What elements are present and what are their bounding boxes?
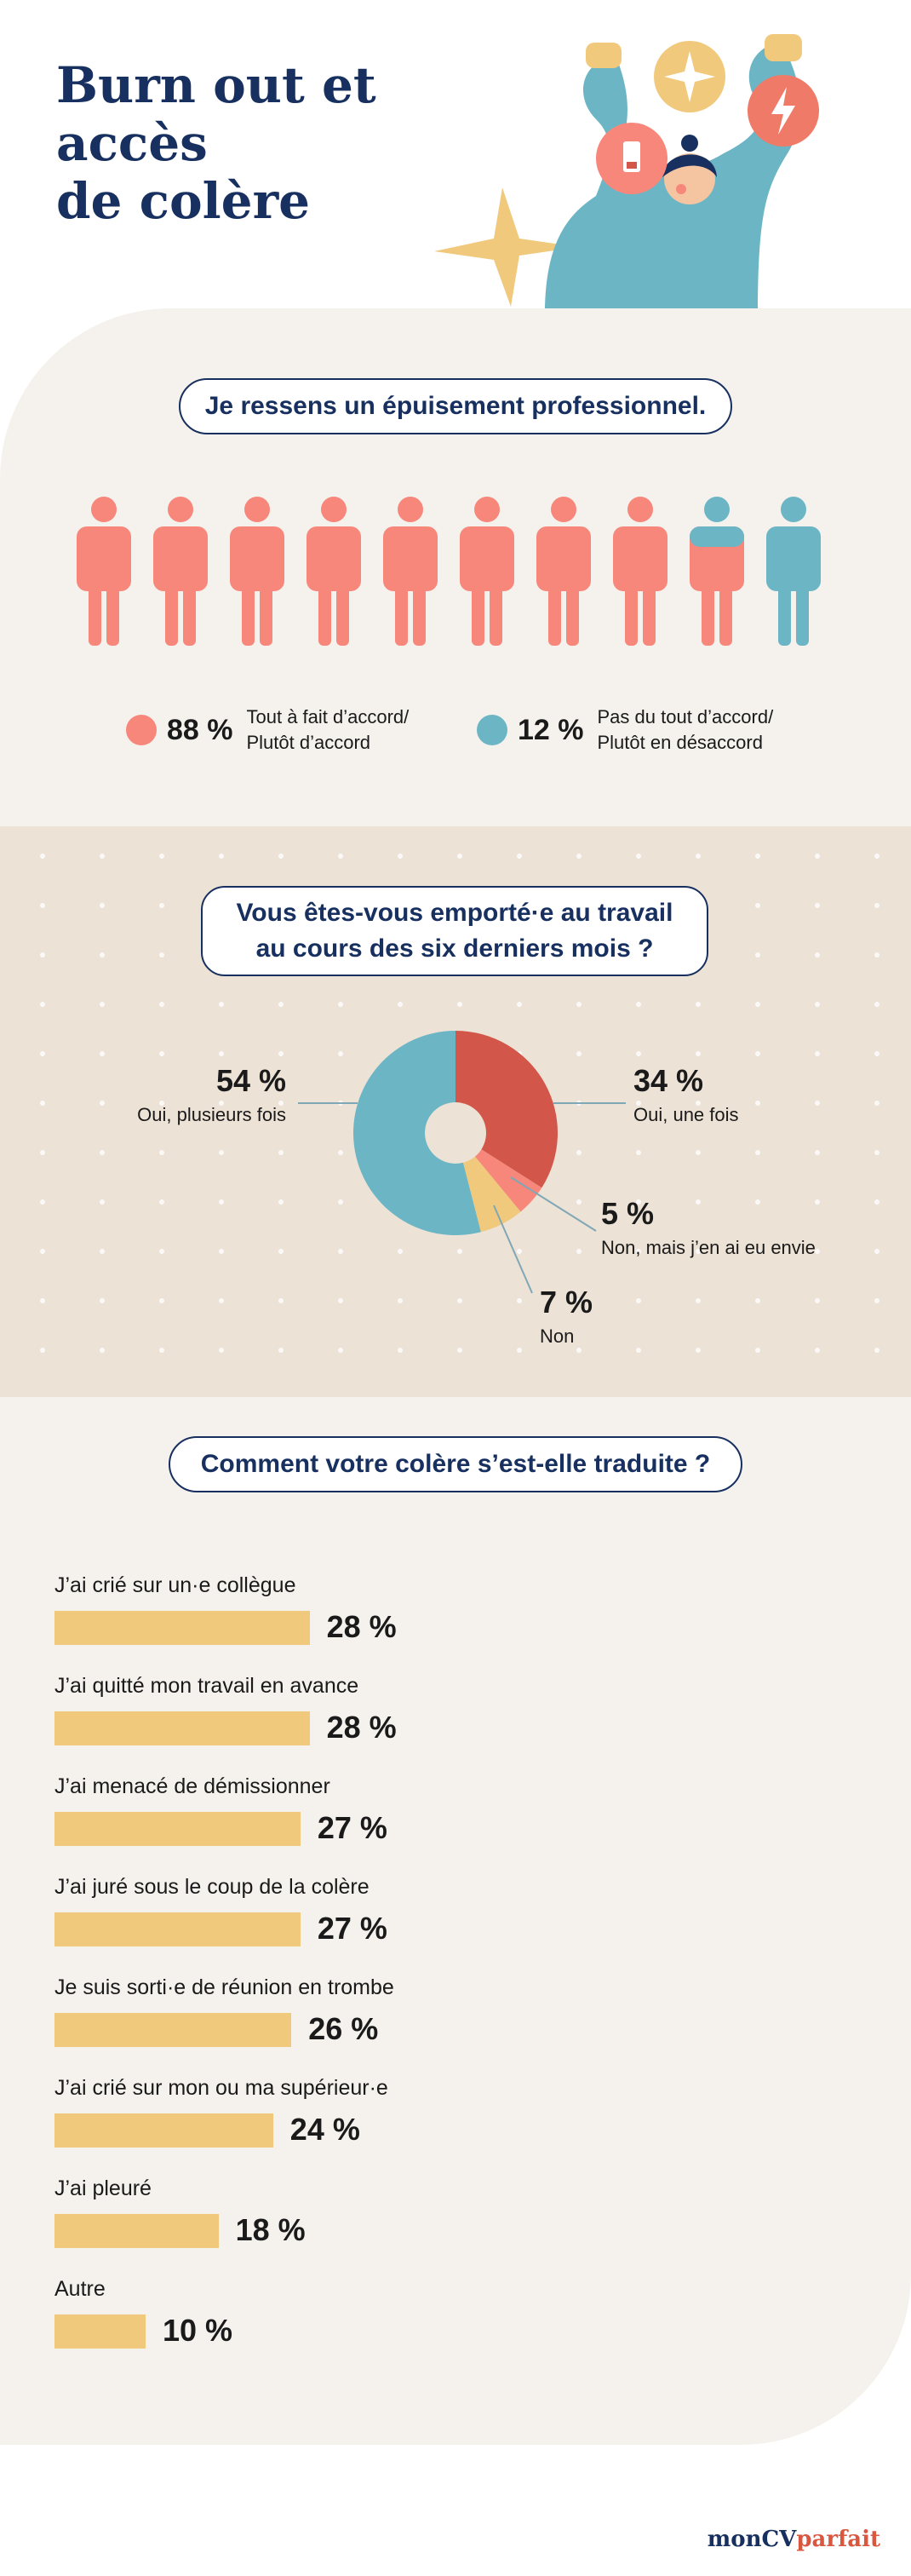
leader-line-wanted — [510, 1176, 597, 1232]
star-icon — [434, 187, 579, 307]
pie-value-several: 54 % — [215, 1063, 286, 1098]
title-line-2: de colère — [56, 172, 311, 230]
bar-label: J’ai pleuré — [54, 2176, 152, 2200]
anger-question-line-2: au cours des six derniers mois ? — [255, 934, 654, 963]
legend-disagree: 12 % Pas du tout d’accord/ Plutôt en dés… — [477, 700, 785, 760]
pie-value-once: 34 % — [633, 1063, 704, 1098]
pie-text-once: Oui, une fois — [633, 1104, 739, 1125]
pie-label-no: 7 % Non — [540, 1285, 593, 1348]
bar-label: J’ai crié sur mon ou ma supérieur·e — [54, 2076, 388, 2100]
person-icon — [307, 497, 361, 646]
pie-label-several: 54 % Oui, plusieurs fois — [119, 1063, 286, 1126]
legend-disagree-label: Pas du tout d’accord/ Plutôt en désaccor… — [598, 704, 785, 756]
bar-value: 26 % — [308, 2011, 379, 2046]
legend-agree-label-1: Tout à fait d’accord/ — [246, 706, 410, 727]
bar-chart: J’ai crié sur un·e collègue 28 % J’ai quit… — [0, 1397, 911, 2445]
person-icon — [536, 497, 591, 646]
pie-value-no: 7 % — [540, 1285, 593, 1320]
bar-value: 28 % — [326, 1609, 397, 1644]
expression-question: Comment votre colère s’est-elle traduite… — [169, 1436, 742, 1492]
brand-part-2: parfait — [796, 2527, 880, 2552]
bar — [54, 1711, 310, 1745]
legend-disagree-label-1: Pas du tout d’accord/ — [597, 706, 774, 727]
person-icon — [153, 497, 208, 646]
bar — [54, 2214, 219, 2248]
left-hand-icon — [586, 43, 622, 68]
bar-value: 27 % — [317, 1911, 387, 1946]
legend-agree-value: 88 % — [167, 713, 233, 746]
anger-question: Vous êtes-vous emporté·e au travail au c… — [201, 886, 708, 976]
person-icon — [460, 497, 514, 646]
bar — [54, 2314, 146, 2349]
pie-value-wanted: 5 % — [601, 1196, 655, 1231]
person-icon — [230, 497, 284, 646]
pie-label-wanted: 5 % Non, mais j’en ai eu envie — [601, 1196, 816, 1259]
right-hand-icon — [765, 34, 802, 61]
legend-agree-dot — [126, 715, 157, 745]
person-icon — [766, 497, 821, 646]
pie-hole — [425, 1102, 486, 1164]
burnout-section: Je ressens un épuisement professionnel. … — [0, 308, 911, 828]
pie-slice-several — [353, 1031, 481, 1235]
legend-agree-label-2: Plutôt d’accord — [246, 732, 371, 753]
bar-label: J’ai quitté mon travail en avance — [54, 1674, 359, 1698]
bar — [54, 2113, 273, 2148]
bar-value: 24 % — [289, 2112, 360, 2147]
bar-value: 28 % — [326, 1710, 397, 1745]
brand-logo: monCVparfait — [708, 2527, 880, 2552]
bar — [54, 1912, 301, 1946]
person-icon — [383, 497, 438, 646]
hero-illustration — [434, 34, 819, 315]
bar — [54, 1611, 310, 1645]
person-icon — [77, 497, 131, 646]
expression-section: Comment votre colère s’est-elle traduite… — [0, 1397, 911, 2445]
legend-disagree-dot — [477, 715, 507, 745]
bar-label: Je suis sorti·e de réunion en trombe — [54, 1975, 394, 1999]
anger-section: Vous êtes-vous emporté·e au travail au c… — [0, 826, 911, 1397]
bar-value: 27 % — [317, 1810, 387, 1845]
bar-value: 10 % — [163, 2313, 233, 2348]
bar — [54, 2013, 292, 2047]
pie-text-no: Non — [540, 1325, 575, 1347]
pie-label-once: 34 % Oui, une fois — [633, 1063, 739, 1126]
person-icon — [613, 497, 667, 646]
bar-label: Autre — [54, 2277, 106, 2301]
brand-part-1: monCV — [707, 2527, 797, 2552]
person-icon — [690, 497, 744, 646]
legend-agree-label: Tout à fait d’accord/ Plutôt d’accord — [247, 704, 434, 756]
pie-chart — [40, 854, 879, 1353]
legend-disagree-label-2: Plutôt en désaccord — [597, 732, 763, 753]
bar-label: J’ai menacé de démissionner — [54, 1774, 330, 1798]
burnout-question: Je ressens un épuisement professionnel. — [179, 378, 732, 434]
people-pictogram — [77, 497, 821, 646]
anger-question-line-1: Vous êtes-vous emporté·e au travail — [236, 899, 673, 927]
legend-agree: 88 % Tout à fait d’accord/ Plutôt d’acco… — [126, 700, 434, 760]
bar-label: J’ai crié sur un·e collègue — [54, 1573, 296, 1597]
title-line-1: Burn out et accès — [56, 56, 376, 172]
legend-disagree-value: 12 % — [518, 713, 584, 746]
pie-text-several: Oui, plusieurs fois — [137, 1104, 286, 1125]
leader-line-no — [493, 1205, 533, 1294]
dot-pattern — [40, 854, 879, 1353]
page-title: Burn out et accès de colère — [56, 56, 533, 230]
bar-value: 18 % — [235, 2212, 306, 2247]
bar — [54, 1812, 301, 1846]
bar-label: J’ai juré sous le coup de la colère — [54, 1875, 370, 1899]
pie-text-wanted: Non, mais j’en ai eu envie — [601, 1237, 816, 1258]
